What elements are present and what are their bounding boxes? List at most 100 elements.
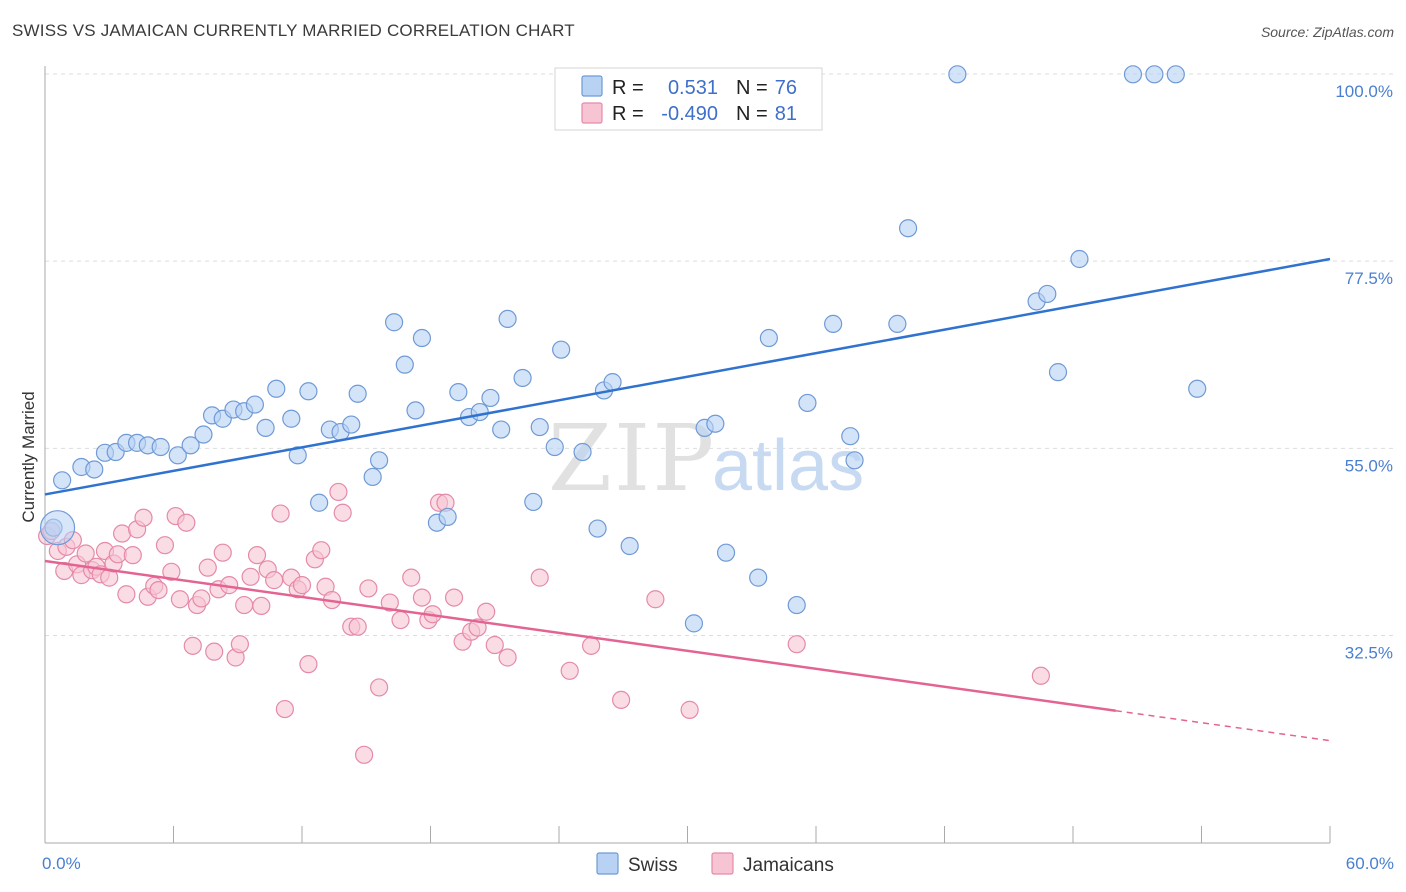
x-tick-label-min: 0.0% (42, 854, 81, 873)
swiss-point (348, 384, 367, 403)
swiss-point (706, 414, 725, 433)
swiss-point (282, 409, 301, 428)
swiss-point (1038, 284, 1057, 304)
chart-source: Source: ZipAtlas.com (1260, 24, 1394, 40)
swiss-point (1070, 249, 1089, 269)
jamaicans-point (329, 482, 348, 502)
swiss-point (716, 543, 736, 562)
series-legend-label-jamaicans: Jamaicans (743, 855, 834, 876)
swiss-point (342, 415, 361, 434)
jamaicans-point (498, 648, 517, 667)
jamaicans-point (247, 546, 267, 565)
jamaicans-point (134, 508, 153, 527)
y-tick-label: 100.0% (1335, 82, 1393, 101)
jamaicans-point (359, 579, 378, 598)
jamaicans-point (348, 617, 367, 636)
series-legend-swatch-jamaicans (711, 852, 734, 875)
jamaicans-point (477, 602, 496, 621)
jamaicans-point (412, 588, 432, 607)
swiss-point (620, 536, 639, 556)
swiss-point (384, 313, 404, 332)
legend-swatch-jamaicans (581, 102, 603, 124)
swiss-point (948, 65, 967, 84)
y-tick-label: 55.0% (1345, 456, 1393, 475)
jamaicans-point (265, 571, 284, 590)
jamaicans-point (560, 661, 579, 680)
jamaicans-point (680, 700, 699, 719)
watermark-atlas: atlas (712, 426, 864, 506)
jamaicans-point (646, 590, 665, 609)
jamaicans-point (230, 635, 249, 654)
swiss-point (412, 328, 432, 348)
swiss-point (168, 446, 187, 465)
swiss-point (530, 417, 549, 437)
swiss-point (603, 373, 622, 392)
jamaicans-point (1031, 666, 1050, 685)
jamaicans-point (117, 585, 136, 604)
jamaicans-point (312, 541, 331, 560)
series-legend-label-swiss: Swiss (628, 855, 678, 876)
legend-swatch-swiss (581, 75, 603, 97)
legend-n-value-jamaicans: 81 (775, 103, 797, 125)
jamaicans-point (333, 503, 352, 522)
jamaicans-point (612, 690, 631, 710)
jamaicans-point (292, 576, 312, 595)
axes (44, 66, 1331, 844)
swiss-point (1145, 65, 1164, 84)
swiss-point (267, 379, 286, 398)
jamaicans-trendline-extension (1115, 709, 1331, 742)
jamaicans-point (402, 568, 421, 587)
swiss-point (898, 219, 918, 238)
swiss-point (395, 355, 414, 374)
jamaicans-point (76, 544, 95, 563)
swiss-point (449, 383, 468, 402)
jamaicans-point (252, 596, 271, 616)
jamaicans-point (582, 636, 601, 655)
swiss-point (53, 471, 72, 490)
jamaicans-trendline (44, 559, 1117, 712)
swiss-point (310, 493, 329, 512)
swiss-point (363, 467, 382, 487)
swiss-point (85, 460, 104, 479)
legend-r-label-swiss: R = (612, 77, 644, 99)
swiss-point (573, 442, 592, 462)
swiss-point (552, 340, 571, 359)
jamaicans-point (177, 513, 196, 532)
swiss-trendline (44, 257, 1331, 496)
swiss-point-large (39, 510, 76, 546)
swiss-point (256, 418, 275, 437)
swiss-point (438, 507, 457, 526)
jamaicans-point (380, 593, 399, 612)
swiss-points (39, 65, 1207, 633)
swiss-point (759, 328, 778, 348)
swiss-point (841, 427, 860, 446)
swiss-point (245, 395, 264, 414)
jamaicans-point (162, 562, 181, 581)
jamaicans-point (170, 590, 190, 609)
jamaicans-point (275, 699, 294, 719)
legend-n-value-swiss: 76 (775, 77, 797, 99)
swiss-point (1048, 363, 1068, 382)
swiss-point (524, 492, 543, 512)
swiss-point (470, 402, 489, 422)
legend-n-label-jamaicans: N = (736, 103, 768, 125)
jamaicans-point (444, 588, 464, 607)
jamaicans-points (38, 482, 1050, 764)
jamaicans-point (370, 678, 389, 697)
swiss-point (492, 420, 511, 439)
watermark: ZIP atlas (548, 405, 864, 512)
jamaicans-point (198, 558, 217, 577)
legend-r-label-jamaicans: R = (612, 103, 644, 125)
jamaicans-point (183, 636, 202, 655)
swiss-point (299, 382, 318, 401)
y-tick-label: 77.5% (1345, 269, 1393, 288)
jamaicans-point (123, 546, 142, 565)
jamaicans-point (485, 635, 504, 655)
correlation-legend: R = 0.531 N = 76 R = -0.490 N = 81 (554, 67, 823, 131)
series-legend-swatch-swiss (596, 852, 619, 875)
trendlines (44, 257, 1331, 742)
swiss-point (370, 451, 389, 470)
swiss-point (824, 314, 843, 333)
swiss-point (498, 309, 517, 328)
